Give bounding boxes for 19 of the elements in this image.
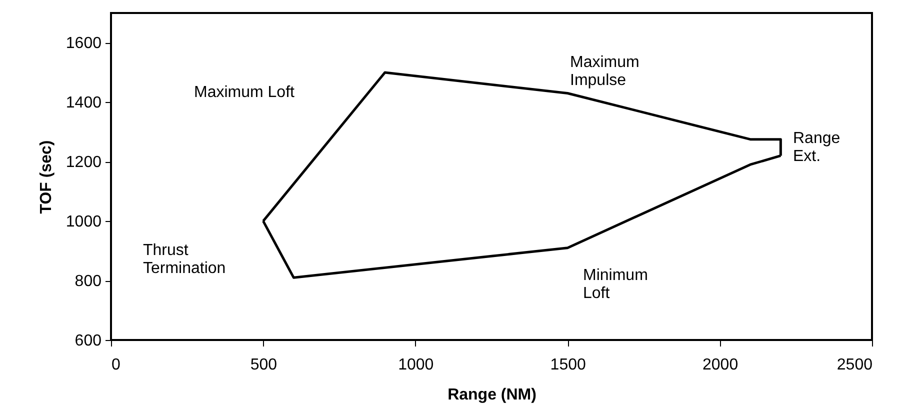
y-tick-label: 600: [74, 332, 102, 350]
annotation: Maximum Impulse: [570, 54, 640, 89]
x-tick-label: 2500: [836, 356, 873, 374]
y-tick-label: 1400: [66, 94, 102, 112]
annotation: Thrust Termination: [143, 242, 226, 277]
annotation: Maximum Loft: [194, 84, 296, 101]
annotation: Range Ext.: [793, 130, 840, 165]
x-axis-title: Range (NM): [448, 386, 536, 404]
x-tick-label: 500: [250, 356, 278, 374]
x-tick-label: 1500: [550, 356, 586, 374]
y-tick-label: 800: [74, 273, 102, 290]
x-tick-label: 2000: [702, 356, 738, 374]
y-tick-label: 1200: [66, 154, 102, 172]
annotation: Minimum Loft: [583, 267, 648, 302]
y-tick-label: 1600: [66, 35, 102, 52]
y-tick-label: 1000: [66, 214, 102, 231]
y-axis-title: TOF (sec): [38, 140, 55, 214]
x-tick-label: 1000: [398, 356, 434, 374]
x-tick-label: 0: [112, 356, 120, 374]
